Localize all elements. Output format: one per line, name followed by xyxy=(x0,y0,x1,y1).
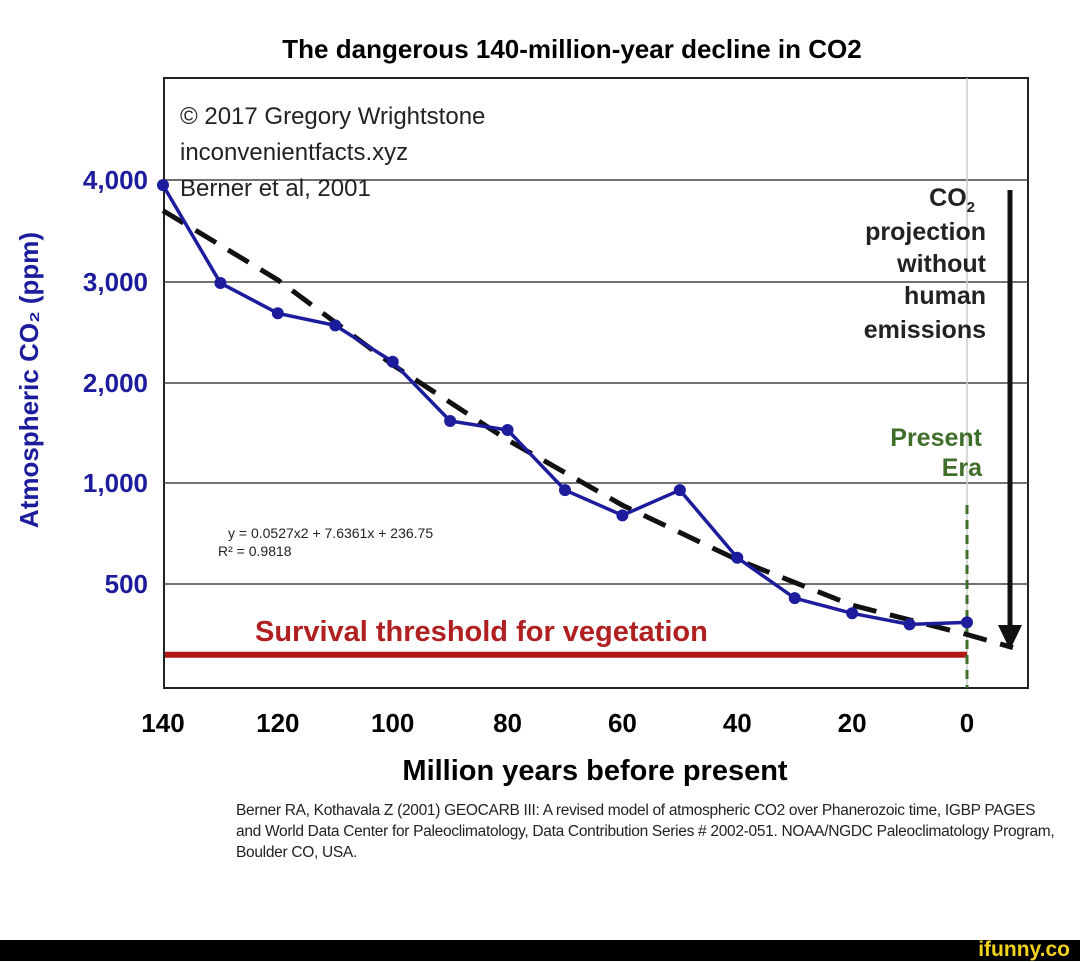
y-tick-label: 3,000 xyxy=(83,267,148,297)
svg-text:human: human xyxy=(904,282,986,310)
data-point xyxy=(616,509,629,522)
svg-text:without: without xyxy=(896,250,987,278)
present-era-label: Present xyxy=(890,424,982,452)
svg-text:projection: projection xyxy=(865,218,986,246)
x-tick-label: 140 xyxy=(141,708,184,738)
x-tick-label: 80 xyxy=(493,708,522,738)
x-tick-label: 60 xyxy=(608,708,637,738)
footer-bar: ifunny.co xyxy=(0,938,1080,961)
data-point xyxy=(673,484,686,497)
credit-line: inconvenientfacts.xyz xyxy=(180,139,408,166)
x-tick-label: 100 xyxy=(371,708,414,738)
y-tick-label: 500 xyxy=(105,569,148,599)
data-point xyxy=(214,277,227,290)
svg-text:emissions: emissions xyxy=(864,316,986,344)
data-point xyxy=(846,607,859,620)
trend-equation: y = 0.0527x2 + 7.6361x + 236.75 xyxy=(228,525,433,541)
x-axis-label: Million years before present xyxy=(402,755,788,787)
svg-text:CO2: CO2 xyxy=(929,184,975,216)
data-point xyxy=(156,179,169,192)
x-tick-label: 0 xyxy=(960,708,974,738)
credit-line: © 2017 Gregory Wrightstone xyxy=(180,103,485,130)
y-tick-label: 4,000 xyxy=(83,165,148,195)
data-point xyxy=(386,355,399,368)
data-point xyxy=(558,484,571,497)
x-tick-label: 120 xyxy=(256,708,299,738)
citation: Berner RA, Kothavala Z (2001) GEOCARB II… xyxy=(236,802,1055,861)
data-point xyxy=(271,307,284,320)
projection-label: CO2 projection without human emissions xyxy=(864,184,987,344)
arrow-head-icon xyxy=(998,625,1022,650)
data-point xyxy=(903,618,916,631)
data-point xyxy=(788,592,801,605)
y-tick-label: 2,000 xyxy=(83,368,148,398)
trend-line xyxy=(161,208,1014,651)
watermark: ifunny.co xyxy=(978,938,1070,961)
r-squared: R² = 0.9818 xyxy=(218,543,292,559)
threshold-label: Survival threshold for vegetation xyxy=(255,616,708,648)
y-tick-label: 1,000 xyxy=(83,468,148,498)
data-point xyxy=(961,616,973,629)
present-era-label: Era xyxy=(942,454,983,482)
data-point xyxy=(731,551,744,564)
credit-line: Berner et al, 2001 xyxy=(180,175,371,202)
chart-title: The dangerous 140-million-year decline i… xyxy=(282,34,861,64)
x-tick-label: 20 xyxy=(838,708,867,738)
data-point xyxy=(329,319,342,332)
data-point xyxy=(444,415,457,427)
x-tick-label: 40 xyxy=(723,708,752,738)
data-point xyxy=(501,424,514,436)
y-axis-label: Atmospheric CO₂ (ppm) xyxy=(14,232,44,528)
